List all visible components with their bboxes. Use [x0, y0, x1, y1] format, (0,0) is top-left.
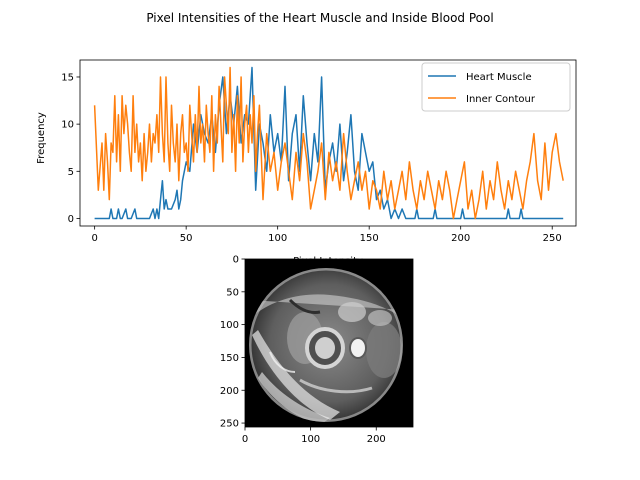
x-tick-label: 150 — [360, 233, 379, 244]
image-y-tick-label: 150 — [220, 353, 239, 364]
line-chart-y-axis-label: Frequency — [36, 112, 47, 164]
image-y-tick-label: 50 — [226, 287, 239, 298]
x-tick-label: 250 — [543, 233, 562, 244]
image-y-tick-label: 250 — [220, 419, 239, 430]
image-panel: 0 100 200 0 50 100 150 200 250 — [220, 255, 414, 445]
blood-pool — [315, 337, 335, 359]
mri-image — [245, 259, 413, 427]
y-tick-label: 0 — [68, 214, 74, 225]
x-tick-label: 200 — [451, 233, 470, 244]
y-tick-label: 10 — [61, 120, 74, 131]
image-axes: 0 100 200 0 50 100 150 200 250 — [220, 255, 414, 445]
line-chart-legend: Heart Muscle Inner Contour — [421, 62, 571, 112]
y-tick-label: 5 — [68, 167, 74, 178]
x-tick-label: 50 — [180, 233, 193, 244]
y-tick-label: 15 — [61, 72, 74, 83]
series-line-heart-muscle — [94, 66, 564, 220]
image-x-tick-label: 0 — [242, 434, 248, 445]
image-x-tick-label: 200 — [367, 434, 386, 445]
line-chart-panel: 050100150200250051015Pixel Intensity Fre… — [36, 59, 577, 267]
image-y-tick-label: 200 — [220, 386, 239, 397]
legend-label-inner-contour: Inner Contour — [466, 94, 536, 105]
image-frame — [244, 258, 414, 428]
figure-title: Pixel Intensities of the Heart Muscle an… — [146, 11, 493, 25]
image-y-tick-label: 100 — [220, 320, 239, 331]
x-tick-label: 0 — [91, 233, 97, 244]
series-line-inner-contour — [93, 66, 564, 220]
x-tick-label: 100 — [268, 233, 287, 244]
mri-scan-circle — [249, 268, 403, 422]
image-y-tick-label: 0 — [233, 255, 239, 266]
image-x-tick-label: 100 — [301, 434, 320, 445]
legend-label-heart-muscle: Heart Muscle — [466, 72, 532, 83]
line-chart-frame — [79, 59, 577, 227]
line-chart-plot-area — [93, 66, 564, 220]
